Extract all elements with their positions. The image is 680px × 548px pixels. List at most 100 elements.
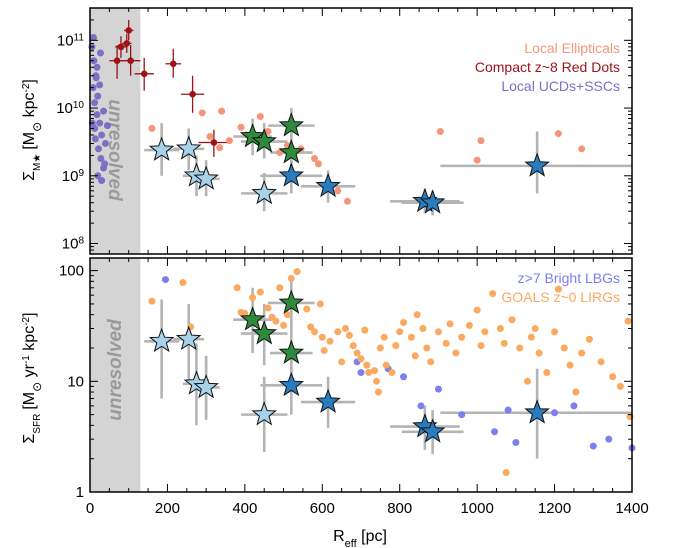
top-unresolved-label: unresolved	[104, 99, 125, 201]
scatter-point	[103, 122, 111, 130]
scatter-point	[334, 187, 342, 195]
scatter-point	[477, 137, 485, 145]
scatter-point	[338, 358, 346, 366]
scatter-point	[578, 145, 586, 153]
scatter-point	[272, 317, 280, 325]
scatter-point	[427, 358, 435, 366]
scatter-point	[249, 294, 257, 302]
scatter-point	[442, 339, 450, 347]
scatter-point	[225, 137, 233, 145]
y-tick-label: 108	[62, 235, 85, 253]
x-tick-label: 400	[232, 500, 257, 517]
star-marker	[251, 179, 277, 205]
scatter-point	[361, 326, 369, 334]
scatter-point	[400, 318, 408, 326]
scatter-point	[349, 342, 357, 350]
star-marker	[315, 172, 341, 198]
star-marker	[278, 162, 305, 187]
y-tick-label: 10	[67, 373, 84, 390]
star-marker	[251, 128, 277, 153]
top-legend-entry: Compact z~8 Red Dots	[475, 59, 620, 75]
top-y-axis-label: ΣM★[M⊙ kpc-2]	[21, 79, 45, 181]
scatter-point	[543, 369, 551, 377]
x-tick-label: 1400	[615, 500, 648, 517]
scatter-point	[216, 144, 224, 152]
scatter-point	[283, 311, 291, 319]
scatter-point	[206, 133, 214, 141]
scatter-point	[311, 154, 319, 162]
scatter-point	[342, 324, 350, 332]
scatter-point	[293, 268, 301, 276]
scatter-point	[423, 344, 431, 352]
star-marker	[175, 135, 202, 160]
scatter-point	[363, 361, 371, 369]
bottom-unresolved-region	[90, 258, 141, 492]
scatter-point	[535, 349, 543, 357]
scatter-point	[100, 107, 108, 115]
scatter-point	[280, 321, 288, 329]
scatter-point	[491, 428, 499, 436]
scatter-point	[589, 442, 597, 450]
scatter-point	[396, 328, 404, 336]
star-marker	[251, 320, 277, 345]
scatter-point	[287, 274, 295, 282]
star-marker	[278, 371, 305, 397]
scatter-point	[256, 288, 264, 296]
star-marker	[419, 189, 446, 214]
scatter-point	[98, 177, 106, 185]
scatter-point	[452, 349, 460, 357]
scatter-point	[161, 276, 169, 284]
scatter-point	[96, 81, 104, 89]
scatter-point	[380, 333, 388, 341]
star-marker	[524, 152, 550, 177]
top-data-points	[88, 27, 586, 214]
scatter-point	[400, 373, 408, 381]
scatter-point	[198, 109, 206, 117]
scatter-point	[343, 197, 351, 205]
scatter-point	[210, 139, 218, 146]
scatter-point	[376, 344, 384, 352]
scatter-point	[489, 290, 497, 298]
scatter-point	[578, 349, 586, 357]
scatter-point	[314, 160, 322, 168]
scatter-point	[407, 333, 415, 341]
scatter-point	[434, 385, 442, 393]
scatter-point	[436, 128, 444, 136]
top-unresolved-region	[90, 8, 141, 254]
scatter-point	[372, 377, 380, 385]
star-marker	[419, 418, 446, 443]
star-marker	[148, 327, 175, 353]
y-tick-label: 1	[76, 484, 84, 501]
bottom-panel: unresolved 0 200 400 600 800 1000 1200 1400 1 10 1…	[21, 257, 649, 548]
scatter-point	[496, 324, 504, 332]
scatter-point	[597, 358, 605, 366]
scatter-point	[504, 406, 512, 414]
scatter-point	[91, 99, 99, 107]
scatter-point	[551, 409, 559, 417]
bottom-axis-ticks: 0 200 400 600 800 1000 1200 1400 1 10 100	[59, 258, 649, 517]
scatter-point	[117, 43, 125, 51]
scatter-point	[92, 74, 100, 82]
scatter-point	[233, 284, 241, 292]
scatter-point	[473, 156, 481, 164]
y-tick-label: 100	[59, 263, 84, 280]
scatter-point	[585, 335, 593, 343]
star-marker	[278, 289, 305, 314]
star-marker	[278, 339, 305, 364]
bottom-legend-entry: GOALS z~0 LIRGs	[501, 289, 620, 305]
scatter-point	[307, 323, 315, 331]
scatter-point	[334, 328, 342, 336]
top-legend-entry: Local UCDs+SSCs	[501, 78, 620, 94]
scatter-point	[624, 317, 632, 325]
scatter-point	[179, 279, 187, 287]
scatter-point	[113, 57, 121, 65]
scatter-point	[419, 324, 427, 332]
scatter-point	[189, 90, 196, 98]
scatter-point	[434, 328, 442, 336]
y-tick-label: 1010	[56, 100, 84, 118]
scatter-point	[508, 316, 516, 324]
scatter-point	[371, 367, 379, 375]
scatter-point	[388, 369, 396, 377]
scatter-point	[96, 49, 104, 57]
